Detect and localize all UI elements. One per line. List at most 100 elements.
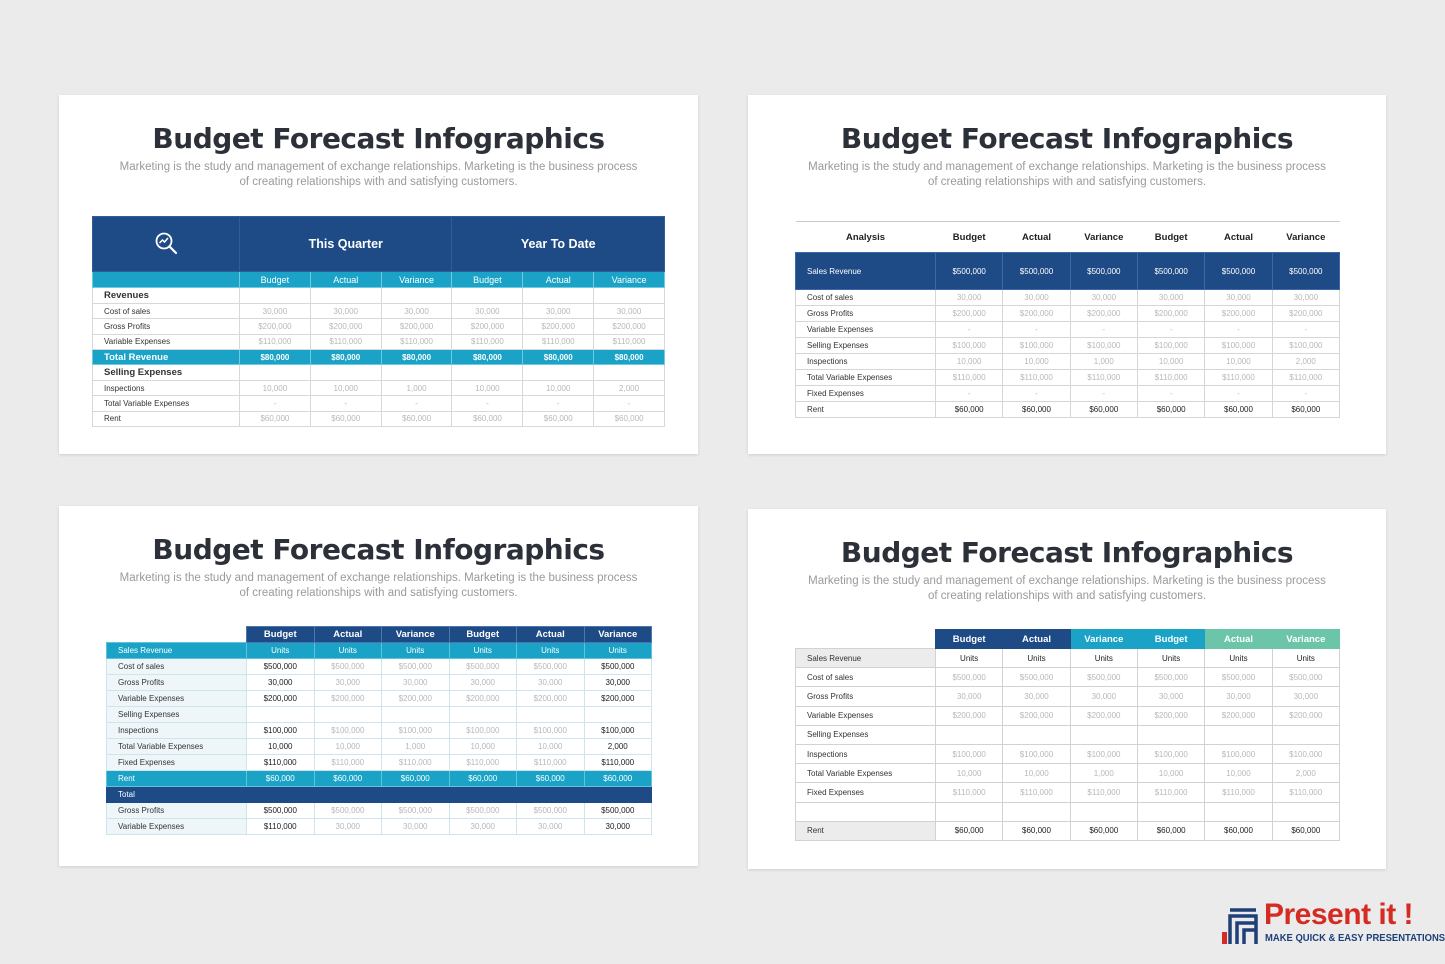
table-cell: $500,000 (448, 802, 517, 819)
slide-1: Budget Forecast Infographics Marketing i… (59, 95, 698, 454)
table-cell: $500,000 (516, 658, 585, 675)
table-row: Selling Expenses $100,000 $100,000 $100,000… (795, 337, 1341, 354)
table-cell: $500,000 (313, 658, 382, 675)
table-cell (313, 786, 382, 803)
row-label: Gross Profits (795, 686, 936, 707)
table-cell: $200,000 (451, 318, 524, 335)
table-row: Variable Expenses $200,000 $200,000 $200,00… (795, 705, 1341, 726)
table-cell: $500,000 (448, 658, 517, 675)
table-cell: $60,000 (1136, 820, 1206, 841)
table-row: Total Variable Expenses - - - - - - (92, 395, 665, 412)
table-cell: $60,000 (313, 770, 382, 787)
row-label: Total Variable Expenses (92, 395, 240, 412)
row-label: Rent (106, 770, 247, 787)
row-label: Rent (795, 401, 936, 418)
table-cell: $60,000 (451, 410, 524, 428)
table-cell: $60,000 (1271, 401, 1341, 418)
table-row: Cost of sales 30,000 30,000 30,000 30,000 30,… (795, 289, 1341, 306)
table-cell: 30,000 (451, 302, 524, 320)
table-cell: 10,000 (1136, 763, 1206, 784)
column-header: Actual (1002, 629, 1071, 649)
table-cell: Units (516, 642, 585, 659)
table-cell: $110,000 (380, 333, 453, 350)
table-cell: - (1271, 385, 1341, 402)
header-row: Budget Actual Variance Budget Actual Variance (106, 626, 652, 643)
slide-2-subtitle: Marketing is the study and management of… (808, 161, 1326, 188)
table-cell: - (380, 395, 453, 412)
table-cell: - (1136, 321, 1206, 338)
table-cell: Units (1069, 647, 1138, 669)
column-header: Actual (1002, 221, 1071, 253)
column-header: Budget (451, 271, 524, 288)
column-header: Budget (935, 221, 1003, 253)
table-cell: $60,000 (1002, 820, 1071, 841)
row-label: Total Variable Expenses (106, 738, 247, 755)
row-label: Total (106, 786, 247, 803)
table-cell: $500,000 (1069, 252, 1138, 290)
table-row: Selling Expenses (92, 364, 665, 382)
table-cell: $100,000 (1204, 743, 1273, 765)
table-cell: $100,000 (1136, 743, 1206, 765)
row-label: Total Revenue (92, 348, 240, 366)
table-cell: - (1271, 321, 1341, 338)
table-cell: $110,000 (381, 754, 450, 771)
group-header: This Quarter (238, 216, 453, 272)
header-blank (795, 629, 936, 649)
table-cell (381, 786, 450, 803)
column-header: Budget (239, 271, 311, 288)
table-cell: 30,000 (934, 686, 1004, 707)
column-header-blank (92, 271, 240, 288)
header-row: Analysis Budget Actual Variance Budget Actual… (795, 221, 1340, 253)
table-cell: $110,000 (1136, 369, 1206, 386)
table-cell: $200,000 (239, 318, 311, 335)
table-cell (1002, 801, 1071, 822)
present-it-logo[interactable]: Present it ! MAKE QUICK & EASY PRESENTAT… (1222, 898, 1445, 948)
header-analysis: Analysis (795, 221, 936, 253)
table-cell: 1,000 (380, 380, 453, 397)
column-header: Budget (246, 626, 315, 643)
table-row: Total Variable Expenses $110,000 $110,000 $… (795, 369, 1341, 386)
table-row: Fixed Expenses $110,000 $110,000 $110,000 $1… (106, 754, 652, 771)
row-label: Gross Profits (795, 305, 936, 322)
table-cell: $110,000 (593, 333, 665, 350)
table-row: Inspections 10,000 10,000 1,000 10,000 10,000… (795, 353, 1341, 370)
table-cell: 30,000 (239, 302, 311, 320)
table-row: Total (106, 786, 652, 803)
table-row: Rent $60,000 $60,000 $60,000 $60,000 $60,000 $… (795, 401, 1341, 418)
table-cell: - (934, 385, 1004, 402)
column-header-row: Budget Actual Variance Budget Actual Variance (92, 271, 665, 288)
table-cell: 30,000 (934, 289, 1004, 306)
table-cell (309, 364, 382, 382)
table-cell: 30,000 (381, 818, 450, 835)
table-cell: $80,000 (309, 348, 382, 366)
table-cell: $110,000 (451, 333, 524, 350)
table-cell (1136, 724, 1206, 745)
table-cell (451, 287, 524, 304)
table-cell: 10,000 (1002, 353, 1071, 370)
table-cell (451, 364, 524, 382)
table-cell: $200,000 (516, 690, 585, 707)
table-cell: $80,000 (522, 348, 595, 366)
row-label: Gross Profits (106, 802, 247, 819)
table-row: Gross Profits 30,000 30,000 30,000 30,000 30,… (795, 686, 1341, 707)
table-cell: 30,000 (593, 302, 665, 320)
table-cell: $110,000 (448, 754, 517, 771)
slide-1-subtitle: Marketing is the study and management of… (119, 161, 638, 188)
table-cell (934, 801, 1004, 822)
table-cell: $100,000 (1002, 337, 1071, 354)
table-cell: $100,000 (313, 722, 382, 739)
table-cell: $60,000 (1069, 820, 1138, 841)
table-cell: $500,000 (516, 802, 585, 819)
column-header: Actual (1204, 221, 1273, 253)
table-cell (1271, 724, 1341, 745)
table-cell: Units (381, 642, 450, 659)
table-cell: $110,000 (313, 754, 382, 771)
table-cell (516, 706, 585, 723)
table-cell: 10,000 (516, 738, 585, 755)
table-cell: 10,000 (246, 738, 315, 755)
table-cell (239, 287, 311, 304)
table-cell: $200,000 (1271, 705, 1341, 726)
table-cell: $200,000 (246, 690, 315, 707)
row-label: Rent (92, 410, 240, 428)
table-cell: 10,000 (239, 380, 311, 397)
